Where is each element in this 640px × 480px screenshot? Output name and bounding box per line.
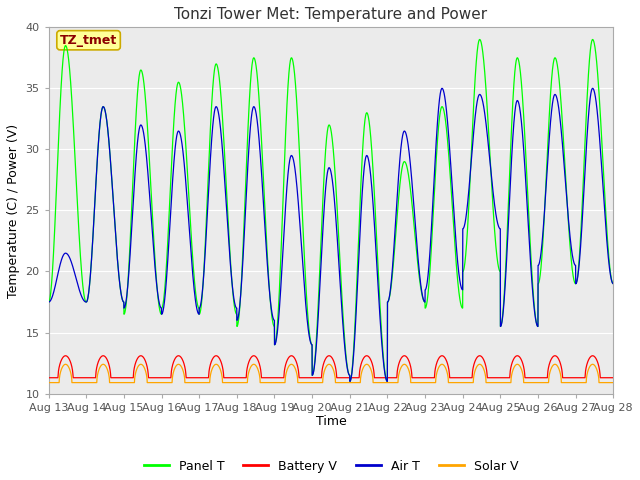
Y-axis label: Temperature (C) / Power (V): Temperature (C) / Power (V) <box>7 123 20 298</box>
Text: TZ_tmet: TZ_tmet <box>60 34 117 47</box>
X-axis label: Time: Time <box>316 415 346 429</box>
Title: Tonzi Tower Met: Temperature and Power: Tonzi Tower Met: Temperature and Power <box>174 7 488 22</box>
Legend: Panel T, Battery V, Air T, Solar V: Panel T, Battery V, Air T, Solar V <box>139 455 523 478</box>
